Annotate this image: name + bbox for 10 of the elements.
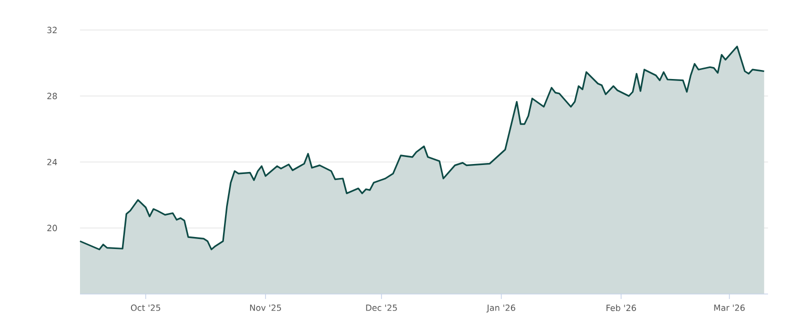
- x-tick-label: Mar '26: [714, 304, 745, 311]
- y-tick-label: 20: [47, 224, 57, 232]
- x-tick-label: Jan '26: [486, 304, 516, 313]
- y-tick-label: 28: [47, 92, 57, 100]
- x-tick-label: Feb '26: [606, 304, 636, 312]
- y-tick-label: 24: [47, 158, 57, 166]
- y-tick-label: 32: [47, 26, 57, 34]
- x-tick-label: Dec '25: [366, 304, 397, 311]
- x-tick-label: Nov '25: [250, 304, 281, 311]
- x-tick-label: Oct '25: [130, 304, 160, 311]
